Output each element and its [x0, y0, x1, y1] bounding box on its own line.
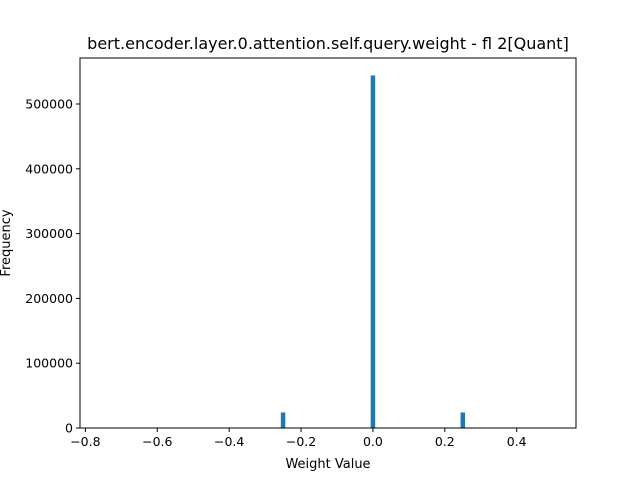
x-tick-label: −0.8	[70, 434, 100, 449]
y-tick-label: 400000	[25, 161, 73, 176]
histogram-bar-0	[280, 412, 286, 428]
histogram-bar-2	[460, 412, 466, 428]
y-tick-label: 100000	[25, 356, 73, 371]
x-axis-ticks: −0.8 −0.6 −0.4 −0.2 0.0 0.2 0.4	[70, 428, 527, 449]
y-tick-label: 200000	[25, 291, 73, 306]
x-tick-label: 0.0	[363, 434, 383, 449]
x-tick-label: 0.4	[507, 434, 527, 449]
y-axis-label: Frequency	[0, 209, 14, 276]
plot-frame	[79, 57, 577, 429]
histogram-bar-1	[370, 75, 376, 429]
y-tick-label: 300000	[25, 226, 73, 241]
y-tick-label: 0	[65, 421, 73, 436]
x-tick-label: −0.6	[142, 434, 172, 449]
x-tick-label: −0.2	[286, 434, 316, 449]
bars-layer	[280, 75, 466, 429]
y-axis-ticks: 0 100000 200000 300000 400000 500000	[25, 97, 80, 436]
chart-title: bert.encoder.layer.0.attention.self.quer…	[87, 34, 569, 53]
x-tick-label: −0.4	[214, 434, 244, 449]
x-tick-label: 0.2	[435, 434, 455, 449]
y-tick-label: 500000	[25, 97, 73, 112]
x-axis-label: Weight Value	[285, 457, 370, 472]
